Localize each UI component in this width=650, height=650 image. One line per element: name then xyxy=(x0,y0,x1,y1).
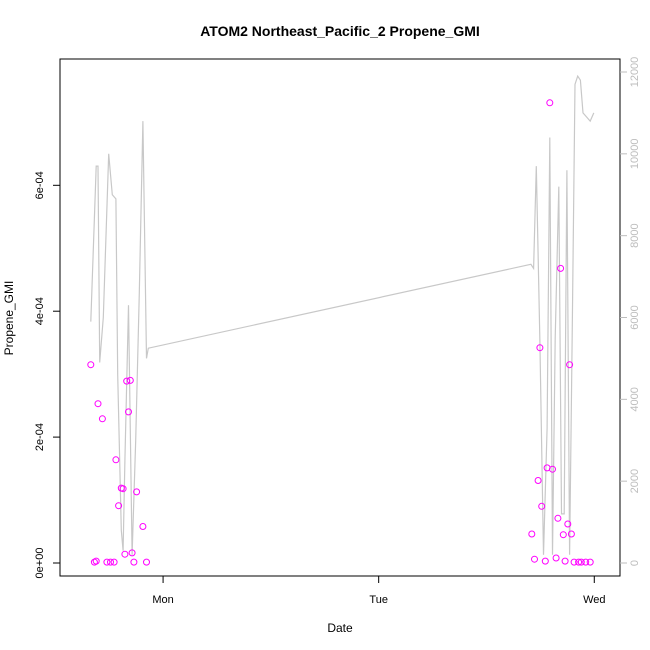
plot-frame xyxy=(59,58,621,577)
chart-title: ATOM2 Northeast_Pacific_2 Propene_GMI xyxy=(200,23,480,39)
data-point xyxy=(552,554,560,562)
data-point xyxy=(561,557,569,565)
y-left-tick-label: 6e-04 xyxy=(34,171,46,199)
y-right-tick-label: 12000 xyxy=(629,57,641,88)
data-point xyxy=(586,558,594,566)
data-point xyxy=(531,555,538,563)
data-point xyxy=(98,415,106,423)
data-point xyxy=(534,477,542,484)
y-right-tick-label: 0 xyxy=(629,560,641,566)
data-point xyxy=(115,502,123,510)
y-right-tick-label: 8000 xyxy=(629,223,641,247)
data-point xyxy=(87,361,95,369)
x-axis-label: Date xyxy=(327,621,353,635)
x-tick-label: Mon xyxy=(152,594,173,606)
data-point xyxy=(564,520,572,528)
data-point xyxy=(133,488,141,496)
x-tick-label: Tue xyxy=(369,594,388,606)
data-point xyxy=(554,514,562,522)
line-series xyxy=(90,74,595,555)
point-series-layer xyxy=(87,99,594,566)
data-point xyxy=(130,558,138,566)
data-point xyxy=(126,376,134,384)
data-point xyxy=(107,558,114,566)
data-point xyxy=(119,485,127,493)
y-right-tick-label: 6000 xyxy=(629,305,641,329)
y-axis-right: 0 2000 4000 6000 8000 10000 12000 xyxy=(620,57,641,566)
y-axis-left: 0e+00 2e-04 4e-04 6e-04 xyxy=(34,171,60,578)
data-point xyxy=(567,530,575,538)
y-left-tick-label: 0e+00 xyxy=(34,548,46,579)
y-left-tick-label: 4e-04 xyxy=(34,297,46,325)
data-point xyxy=(536,344,544,352)
data-point xyxy=(575,558,583,566)
y-left-tick-label: 2e-04 xyxy=(34,423,46,451)
data-point xyxy=(582,558,590,566)
data-point xyxy=(123,377,131,385)
data-point xyxy=(112,456,120,464)
line-series-layer xyxy=(90,74,595,555)
data-point xyxy=(549,465,556,473)
data-point xyxy=(570,558,578,566)
y-axis-label: Propene_GMI xyxy=(2,281,16,356)
data-point xyxy=(103,558,111,566)
data-point xyxy=(559,531,567,539)
data-point xyxy=(92,557,100,565)
data-point xyxy=(528,530,536,538)
data-point xyxy=(125,408,132,416)
data-point xyxy=(128,549,136,557)
data-point xyxy=(139,523,147,530)
data-point xyxy=(94,400,102,408)
data-point xyxy=(143,558,150,566)
data-point xyxy=(577,558,585,566)
data-point xyxy=(538,502,546,510)
x-axis: Mon Tue Wed xyxy=(152,576,605,606)
y-right-tick-label: 2000 xyxy=(629,469,641,493)
data-point xyxy=(557,264,565,272)
x-tick-label: Wed xyxy=(583,594,605,606)
data-point xyxy=(566,361,574,369)
data-point xyxy=(110,558,118,566)
data-point xyxy=(121,550,129,558)
y-right-tick-label: 10000 xyxy=(629,139,641,170)
y-right-tick-label: 4000 xyxy=(629,387,641,411)
data-point xyxy=(546,99,554,107)
data-point xyxy=(541,557,549,565)
